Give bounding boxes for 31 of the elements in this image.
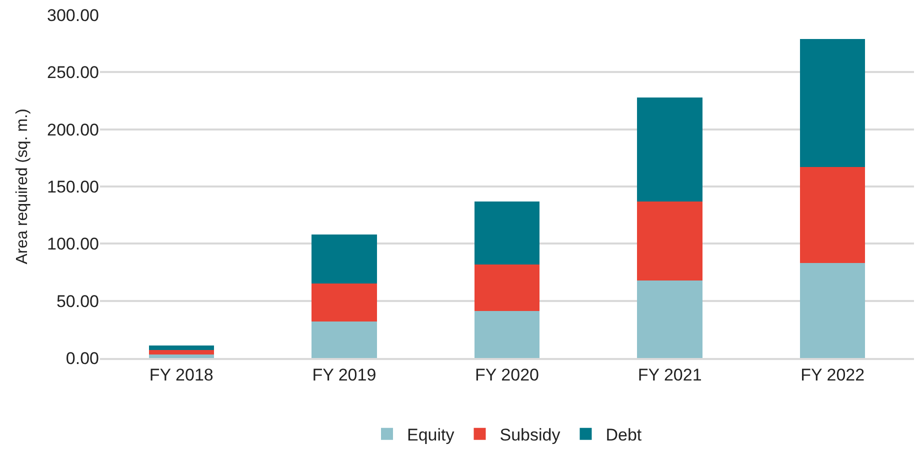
y-tick-label: 0.00 [66, 348, 99, 368]
bar [148, 345, 214, 350]
y-tick-label: 50.00 [56, 292, 99, 311]
bar [637, 280, 702, 358]
bar [800, 263, 866, 358]
y-tick-label: 300.00 [47, 6, 99, 25]
legend-label: Debt [606, 425, 642, 444]
y-tick-label: 250.00 [47, 63, 99, 82]
bar [474, 311, 540, 358]
x-tick-label: FY 2019 [312, 365, 376, 384]
bar [637, 201, 702, 280]
y-tick-label: 200.00 [47, 120, 99, 140]
bar [312, 284, 377, 322]
y-tick-label: 150.00 [47, 177, 99, 196]
x-tick-label: FY 2020 [475, 365, 539, 384]
bar [312, 234, 377, 284]
x-tick-label: FY 2022 [800, 365, 865, 384]
bar [148, 350, 214, 355]
legend-label: Equity [407, 425, 455, 444]
bar [474, 264, 540, 312]
bar [148, 354, 214, 358]
bar [800, 167, 866, 264]
legend-label: Subsidy [500, 425, 561, 444]
y-tick-label: 100.00 [47, 234, 99, 254]
x-tick-label: FY 2018 [149, 365, 214, 384]
bar [312, 321, 377, 358]
bar [474, 201, 540, 264]
bar [800, 39, 866, 168]
y-axis-title: Area required (sq. m.) [14, 108, 31, 264]
bar [637, 97, 702, 202]
x-tick-label: FY 2021 [638, 365, 702, 384]
